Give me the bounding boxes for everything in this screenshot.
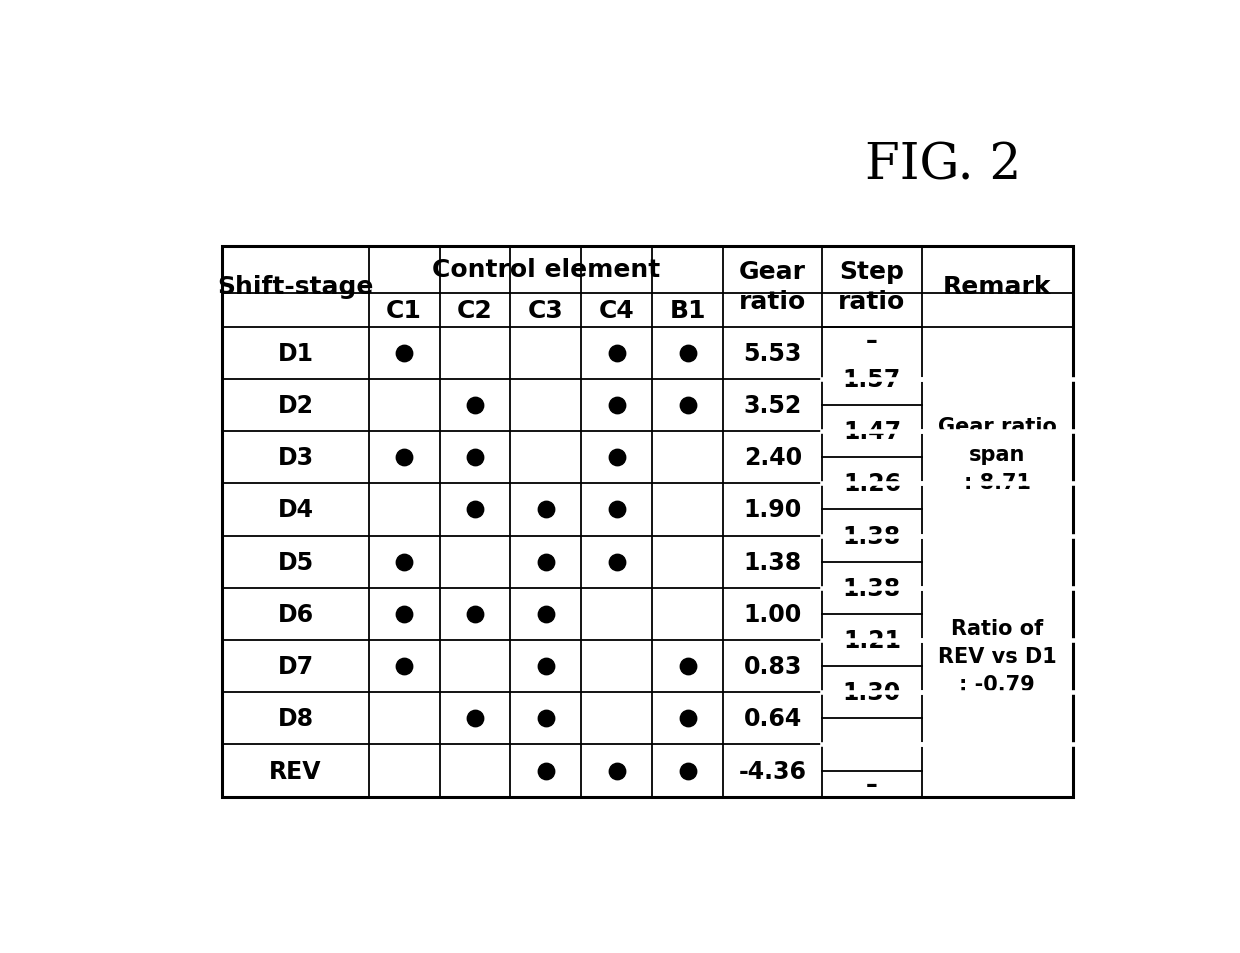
Point [465, 502, 485, 517]
Point [465, 607, 485, 622]
Text: C4: C4 [599, 298, 635, 322]
Point [394, 555, 414, 570]
Point [606, 450, 626, 465]
Text: 0.83: 0.83 [744, 655, 802, 679]
Text: 5.53: 5.53 [744, 341, 802, 365]
Point [606, 502, 626, 517]
Text: D5: D5 [278, 550, 314, 574]
Text: 1.38: 1.38 [843, 577, 901, 600]
Text: Gear ratio
span
: 8.71: Gear ratio span : 8.71 [937, 416, 1056, 492]
Text: Remark: Remark [942, 274, 1052, 299]
Point [606, 398, 626, 414]
Text: 3.52: 3.52 [744, 394, 802, 417]
Point [536, 711, 556, 726]
Point [678, 711, 698, 726]
Text: –: – [866, 772, 878, 796]
Text: Control element: Control element [432, 258, 660, 282]
Point [678, 398, 698, 414]
Bar [222, 247, 1073, 797]
Text: 1.21: 1.21 [843, 628, 901, 652]
Text: Gear
ratio: Gear ratio [739, 260, 806, 314]
Text: D6: D6 [278, 602, 314, 626]
Text: 1.26: 1.26 [843, 472, 901, 496]
Text: Shift-stage: Shift-stage [217, 274, 373, 299]
Point [536, 555, 556, 570]
Point [606, 763, 626, 779]
Point [536, 763, 556, 779]
Text: 1.47: 1.47 [843, 419, 901, 444]
Point [536, 607, 556, 622]
Text: -4.36: -4.36 [739, 759, 807, 782]
Point [394, 659, 414, 674]
Text: C1: C1 [386, 298, 422, 322]
Text: –: – [866, 329, 878, 353]
Point [394, 450, 414, 465]
Point [394, 607, 414, 622]
Text: Step
ratio: Step ratio [838, 260, 905, 314]
Point [465, 711, 485, 726]
Point [536, 659, 556, 674]
Point [606, 555, 626, 570]
Text: 0.64: 0.64 [744, 706, 802, 731]
Text: D4: D4 [278, 497, 314, 522]
Point [678, 346, 698, 361]
Text: 1.00: 1.00 [744, 602, 802, 626]
Text: D7: D7 [278, 655, 314, 679]
Text: 2.40: 2.40 [744, 446, 802, 470]
Text: D1: D1 [278, 341, 314, 365]
Text: Ratio of
REV vs D1
: -0.79: Ratio of REV vs D1 : -0.79 [937, 618, 1056, 694]
Point [536, 502, 556, 517]
Text: C2: C2 [458, 298, 494, 322]
Text: 1.38: 1.38 [843, 524, 901, 548]
Text: 1.57: 1.57 [843, 368, 901, 392]
Text: B1: B1 [670, 298, 706, 322]
Point [465, 398, 485, 414]
Text: 1.90: 1.90 [744, 497, 802, 522]
Point [394, 346, 414, 361]
Text: D2: D2 [278, 394, 314, 417]
Text: 1.30: 1.30 [843, 680, 901, 704]
Text: FIG. 2: FIG. 2 [864, 141, 1022, 191]
Text: D8: D8 [278, 706, 314, 731]
Text: C3: C3 [528, 298, 564, 322]
Point [678, 763, 698, 779]
Text: D3: D3 [278, 446, 314, 470]
Point [606, 346, 626, 361]
Text: 1.38: 1.38 [744, 550, 802, 574]
Point [465, 450, 485, 465]
Point [678, 659, 698, 674]
Text: REV: REV [269, 759, 321, 782]
